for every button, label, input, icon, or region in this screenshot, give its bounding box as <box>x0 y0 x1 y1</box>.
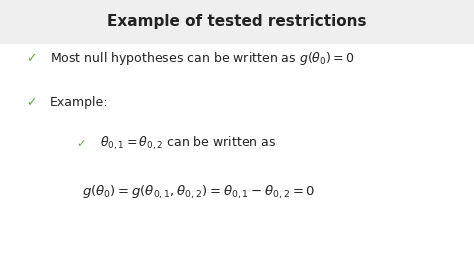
FancyBboxPatch shape <box>0 0 474 44</box>
Text: $\theta_{0,1} = \theta_{0,2}$ can be written as: $\theta_{0,1} = \theta_{0,2}$ can be wri… <box>100 135 276 152</box>
Text: Example of tested restrictions: Example of tested restrictions <box>107 14 367 30</box>
Text: ✓: ✓ <box>76 139 85 149</box>
Text: $g(\theta_0) = g(\theta_{0,1}, \theta_{0,2}) = \theta_{0,1} - \theta_{0,2} = 0$: $g(\theta_0) = g(\theta_{0,1}, \theta_{0… <box>82 184 316 201</box>
Text: Most null hypotheses can be written as $g(\theta_0) = 0$: Most null hypotheses can be written as $… <box>50 50 355 67</box>
Text: ✓: ✓ <box>26 52 36 65</box>
Text: ✓: ✓ <box>26 96 36 109</box>
Text: Example:: Example: <box>50 96 108 109</box>
